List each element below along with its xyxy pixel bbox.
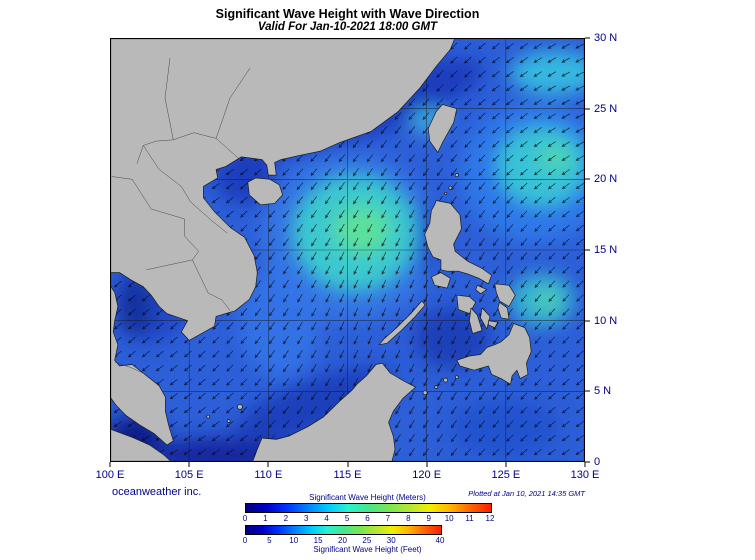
lat-tick-label: 15 N xyxy=(594,244,618,256)
lon-tick-label: 125 E xyxy=(491,469,521,481)
lon-tick-mark xyxy=(109,462,111,467)
feet-tick-label: 5 xyxy=(267,536,272,545)
country-borders xyxy=(111,57,251,375)
meters-tick-label: 3 xyxy=(304,514,309,523)
meters-tick-label: 2 xyxy=(283,514,289,523)
lon-tick-label: 110 E xyxy=(254,469,283,481)
lat-tick-mark xyxy=(585,390,590,392)
land-taiwan xyxy=(427,104,458,153)
land-negros xyxy=(469,307,483,334)
meters-tick-label: 0 xyxy=(242,514,248,523)
lon-tick-mark xyxy=(188,462,190,467)
lon-tick-label: 120 E xyxy=(412,469,442,481)
feet-tick-label: 10 xyxy=(289,536,299,545)
meters-tick-label: 4 xyxy=(324,514,329,523)
land-malay-peninsula xyxy=(110,284,174,446)
feet-tick-label: 25 xyxy=(362,536,372,545)
lat-tick-mark xyxy=(585,461,590,463)
meters-tick-label: 10 xyxy=(444,514,454,523)
land-small-islands xyxy=(206,173,459,423)
land-palawan xyxy=(378,300,426,346)
feet-tick-label: 15 xyxy=(313,536,323,545)
lon-tick-label: 105 E xyxy=(174,469,204,481)
lon-tick-label: 130 E xyxy=(570,469,600,481)
chart-title: Significant Wave Height with Wave Direct… xyxy=(215,7,480,21)
land-masbate xyxy=(475,284,488,295)
feet-tick-label: 30 xyxy=(386,536,396,545)
meters-tick-label: 7 xyxy=(385,514,391,523)
lon-tick-mark xyxy=(505,462,507,467)
meters-tick-label: 6 xyxy=(365,514,370,523)
meters-tick-label: 12 xyxy=(485,514,495,523)
feet-tick-label: 20 xyxy=(338,536,347,545)
map-canvas xyxy=(109,37,586,463)
land-luzon xyxy=(424,200,492,285)
lon-tick-mark xyxy=(584,462,586,467)
credit-text: oceanweather inc. xyxy=(112,486,202,498)
lat-tick-mark xyxy=(585,178,590,180)
meters-tick-label: 9 xyxy=(426,514,431,523)
lat-tick-label: 20 N xyxy=(594,173,618,186)
lon-tick-label: 115 E xyxy=(333,469,362,481)
lon-tick-label: 100 E xyxy=(95,469,125,481)
lat-tick-label: 30 N xyxy=(594,32,618,44)
lon-tick-mark xyxy=(347,462,348,467)
land-hainan xyxy=(247,177,283,206)
lon-tick-mark xyxy=(426,462,428,467)
meters-tick-label: 5 xyxy=(344,514,350,523)
meters-tick-label: 11 xyxy=(465,514,474,523)
feet-colorbar xyxy=(245,525,442,535)
meters-colorbar xyxy=(245,503,492,513)
land-mindoro xyxy=(431,272,451,289)
meters-tick-label: 8 xyxy=(406,514,411,523)
lat-tick-label: 0 xyxy=(594,456,601,468)
lat-tick-mark xyxy=(585,320,590,322)
land-china-indochina xyxy=(110,38,456,341)
feet-colorbar-label: Significant Wave Height (Feet) xyxy=(313,545,422,554)
map-frame xyxy=(109,37,586,463)
land-bohol xyxy=(488,320,499,329)
lat-tick-mark xyxy=(585,108,590,110)
land-cebu xyxy=(480,307,491,330)
land-leyte xyxy=(497,301,510,320)
land-samar xyxy=(494,283,516,307)
lon-tick-mark xyxy=(267,462,269,467)
plotted-timestamp: Plotted at Jan 10, 2021 14:35 GMT xyxy=(468,489,585,498)
lat-tick-label: 10 N xyxy=(594,314,618,327)
lat-tick-label: 25 N xyxy=(594,102,618,115)
land-sumatra xyxy=(110,428,173,462)
chart-subtitle: Valid For Jan-10-2021 18:00 GMT xyxy=(257,21,438,33)
feet-tick-label: 40 xyxy=(435,536,445,545)
lat-tick-label: 5 N xyxy=(594,385,612,398)
feet-tick-label: 0 xyxy=(242,536,248,545)
wave-height-map xyxy=(109,37,586,463)
lat-tick-mark xyxy=(585,249,590,251)
land-borneo xyxy=(252,362,416,462)
meters-colorbar-label: Significant Wave Height (Meters) xyxy=(309,493,426,502)
lat-tick-mark xyxy=(585,37,590,39)
land-masses xyxy=(110,38,532,462)
meters-tick-label: 1 xyxy=(263,514,268,523)
land-mindanao xyxy=(456,323,532,385)
